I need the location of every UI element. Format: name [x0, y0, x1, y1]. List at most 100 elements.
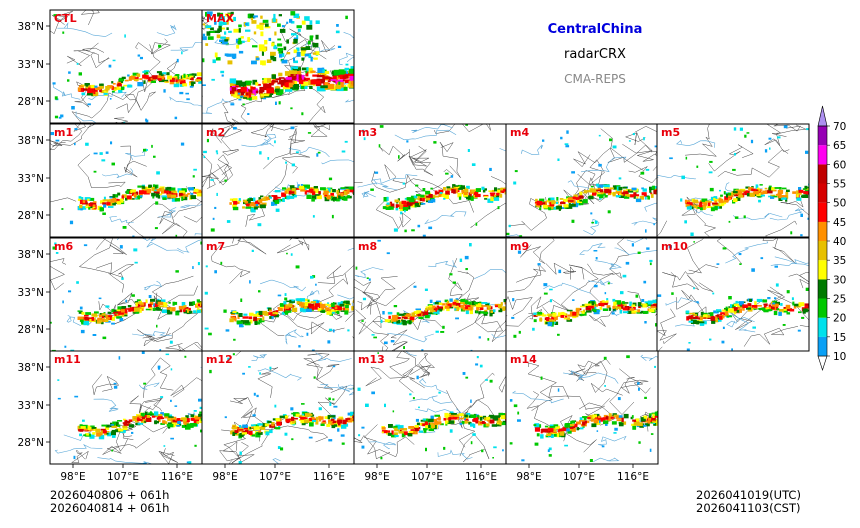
radar-echo-cell — [137, 422, 144, 425]
radar-echo-cell — [262, 316, 265, 321]
radar-echo-cell — [477, 420, 481, 424]
radar-echo-cell — [209, 30, 215, 33]
radar-echo-cell — [338, 195, 341, 199]
radar-echo-cell — [313, 376, 316, 379]
radar-echo-cell — [496, 423, 502, 427]
radar-echo-cell — [310, 275, 314, 279]
radar-echo-cell — [229, 78, 237, 84]
radar-echo-cell — [637, 302, 642, 307]
river-line — [54, 443, 103, 454]
radar-echo-cell — [543, 283, 548, 287]
radar-echo-cell — [557, 158, 560, 161]
radar-echo-cell — [734, 303, 738, 306]
province-border — [741, 220, 797, 237]
radar-echo-cell — [159, 193, 163, 196]
radar-echo-cell — [238, 28, 241, 33]
radar-echo-cell — [181, 51, 183, 55]
radar-echo-cell — [607, 282, 610, 285]
radar-echo-cell — [707, 202, 711, 207]
province-border — [113, 117, 128, 123]
radar-echo-cell — [636, 425, 640, 428]
radar-echo-cell — [131, 431, 134, 434]
radar-echo-cell — [726, 315, 733, 318]
radar-echo-cell — [144, 420, 147, 423]
radar-echo-cell — [278, 50, 282, 54]
radar-echo-cell — [521, 459, 525, 462]
river-line — [264, 133, 277, 145]
province-border — [50, 140, 66, 148]
radar-echo-cell — [562, 198, 569, 202]
radar-echo-cell — [685, 156, 688, 160]
radar-echo-cell — [606, 305, 611, 309]
radar-echo-cell — [282, 414, 287, 417]
radar-echo-cell — [713, 310, 719, 314]
radar-echo-cell — [468, 307, 473, 311]
radar-echo-cell — [760, 194, 765, 197]
radar-echo-cell — [206, 11, 213, 15]
radar-echo-cell — [329, 402, 332, 406]
radar-echo-cell — [466, 185, 470, 189]
radar-echo-cell — [470, 414, 476, 418]
radar-echo-cell — [564, 315, 568, 320]
radar-echo-cell — [362, 297, 366, 301]
radar-echo-cell — [696, 165, 699, 168]
radar-echo-cell — [81, 92, 86, 96]
radar-echo-cell — [245, 206, 252, 209]
radar-echo-cell — [725, 306, 728, 309]
radar-echo-cell — [92, 206, 96, 209]
radar-echo-cell — [180, 75, 183, 80]
radar-echo-cell — [626, 355, 630, 359]
radar-echo-cell — [637, 382, 640, 385]
radar-echo-cell — [337, 45, 342, 48]
radar-echo-cell — [258, 290, 261, 293]
radar-echo-cell — [95, 86, 101, 90]
radar-echo-cell — [348, 186, 354, 190]
radar-echo-cell — [742, 306, 745, 311]
radar-echo-cell — [457, 184, 463, 188]
radar-echo-cell — [180, 80, 186, 84]
radar-echo-cell — [707, 206, 713, 208]
radar-echo-cell — [340, 417, 344, 420]
province-border — [95, 238, 127, 255]
radar-echo-cell — [331, 311, 336, 314]
radar-echo-cell — [119, 245, 123, 249]
radar-echo-cell — [803, 192, 809, 194]
radar-echo-cell — [85, 433, 89, 436]
radar-echo-cell — [428, 194, 433, 198]
province-border — [170, 377, 202, 398]
radar-echo-cell — [111, 81, 114, 84]
radar-echo-cell — [275, 310, 279, 313]
radar-echo-cell — [277, 446, 281, 449]
radar-echo-cell — [643, 280, 647, 284]
radar-echo-cell — [221, 27, 226, 30]
radar-echo-cell — [490, 193, 495, 197]
radar-echo-cell — [85, 206, 89, 209]
radar-echo-cell — [106, 316, 110, 320]
radar-echo-cell — [769, 147, 771, 150]
radar-echo-cell — [422, 188, 426, 192]
river-line — [138, 382, 160, 390]
radar-echo-cell — [83, 88, 88, 91]
radar-echo-cell — [478, 311, 481, 315]
radar-echo-cell — [290, 253, 293, 256]
radar-echo-cell — [773, 303, 779, 307]
radar-echo-cell — [468, 422, 472, 425]
radar-echo-cell — [671, 292, 674, 295]
radar-echo-cell — [564, 424, 570, 428]
radar-echo-cell — [414, 425, 419, 428]
radar-echo-cell — [135, 195, 138, 199]
radar-echo-cell — [167, 416, 171, 421]
radar-echo-cell — [271, 424, 275, 427]
radar-echo-cell — [536, 204, 540, 208]
radar-echo-cell — [171, 197, 177, 202]
radar-echo-cell — [712, 315, 715, 319]
radar-echo-cell — [227, 357, 230, 361]
radar-echo-cell — [54, 115, 59, 119]
radar-echo-cell — [301, 67, 307, 71]
radar-echo-cell — [290, 21, 295, 24]
radar-echo-cell — [459, 258, 463, 262]
radar-echo-cell — [123, 121, 126, 123]
radar-echo-cell — [306, 68, 313, 74]
radar-echo-cell — [206, 138, 209, 143]
radar-echo-cell — [448, 420, 455, 424]
